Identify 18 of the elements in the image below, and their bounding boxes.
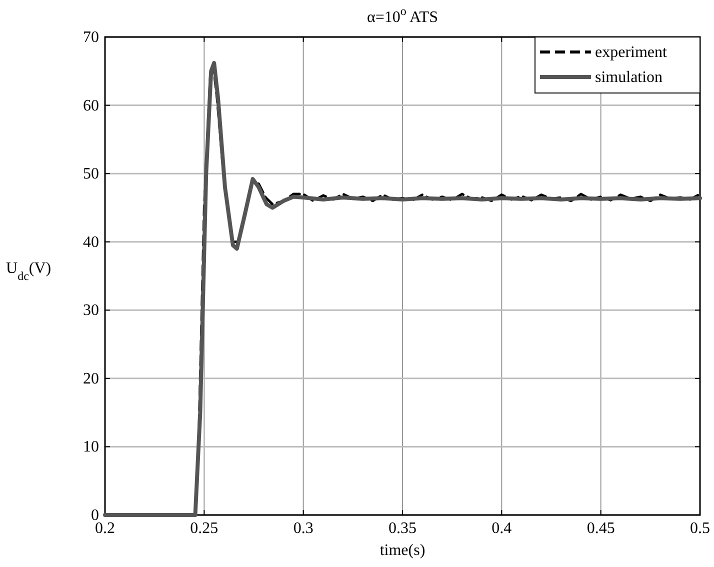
y-tick-label: 60 (83, 97, 99, 114)
x-axis-title: time(s) (380, 542, 426, 559)
y-tick-label: 50 (83, 166, 99, 183)
x-tick-label: 0.4 (492, 520, 512, 537)
legend-label: experiment (595, 44, 668, 61)
y-axis-title: U$_{dc}$(V) (6, 260, 52, 283)
y-tick-label: 20 (83, 370, 99, 388)
x-tick-label: 0.35 (388, 520, 416, 537)
y-tick-label: 40 (83, 234, 99, 251)
y-tick-label: 10 (83, 438, 99, 456)
x-tick-label: 0.5 (690, 520, 710, 537)
x-tick-label: 0.3 (293, 520, 314, 537)
x-tick-label: 0.45 (586, 520, 615, 537)
x-tick-label: 0.25 (190, 520, 218, 537)
chart-title: α=10$^{o}$ ATS (367, 4, 438, 26)
y-tick-label: 30 (83, 302, 99, 320)
legend-label: simulation (595, 69, 663, 86)
y-tick-label: 70 (83, 29, 99, 46)
